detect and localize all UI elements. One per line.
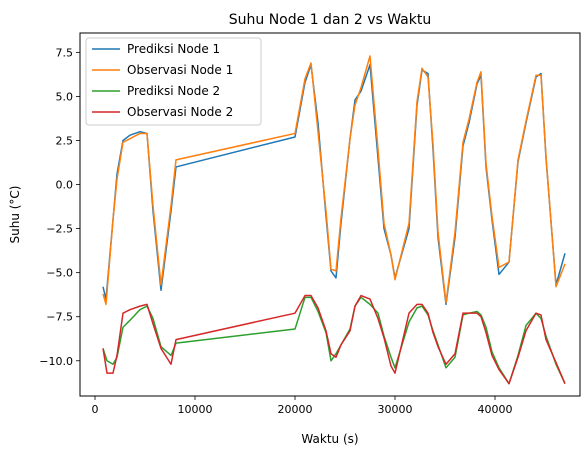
y-tick-label-1: −7.5 <box>46 311 73 324</box>
series-line-2 <box>102 55 566 306</box>
x-axis-ticks: 0 10000 20000 30000 40000 <box>92 396 513 416</box>
y-tick-label-0: −10.0 <box>39 355 73 368</box>
series-line-3 <box>102 296 566 385</box>
chart-title: Suhu Node 1 dan 2 vs Waktu <box>229 12 431 28</box>
x-tick-label-2: 20000 <box>278 403 313 416</box>
legend-label-3: Prediksi Node 2 <box>127 84 220 98</box>
y-tick-label-4: 0.0 <box>56 179 74 192</box>
legend-label-4: Observasi Node 2 <box>127 105 233 119</box>
legend-box <box>85 37 262 126</box>
y-tick-label-5: 2.5 <box>56 134 74 147</box>
legend-label-1: Prediksi Node 1 <box>127 42 220 56</box>
legend: Prediksi Node 1 Observasi Node 1 Prediksi … <box>85 37 262 126</box>
plot-frame <box>79 32 581 397</box>
legend-label-2: Observasi Node 1 <box>127 63 233 77</box>
x-tick-label-1: 10000 <box>178 403 213 416</box>
series-line-4 <box>102 294 566 385</box>
x-tick-label-4: 40000 <box>478 403 513 416</box>
y-tick-label-3: −2.5 <box>46 223 73 236</box>
x-tick-label-0: 0 <box>92 403 99 416</box>
y-tick-label-2: −5.0 <box>46 267 73 280</box>
y-axis-ticks: −10.0 −7.5 −5.0 −2.5 0.0 2.5 5.0 7.5 <box>39 46 80 368</box>
y-tick-label-6: 5.0 <box>56 90 74 103</box>
y-axis-label: Suhu (°C) <box>8 186 22 244</box>
series-layer <box>102 55 566 385</box>
y-tick-label-7: 7.5 <box>56 46 74 59</box>
x-tick-label-3: 30000 <box>378 403 413 416</box>
x-axis-label: Waktu (s) <box>301 432 358 446</box>
